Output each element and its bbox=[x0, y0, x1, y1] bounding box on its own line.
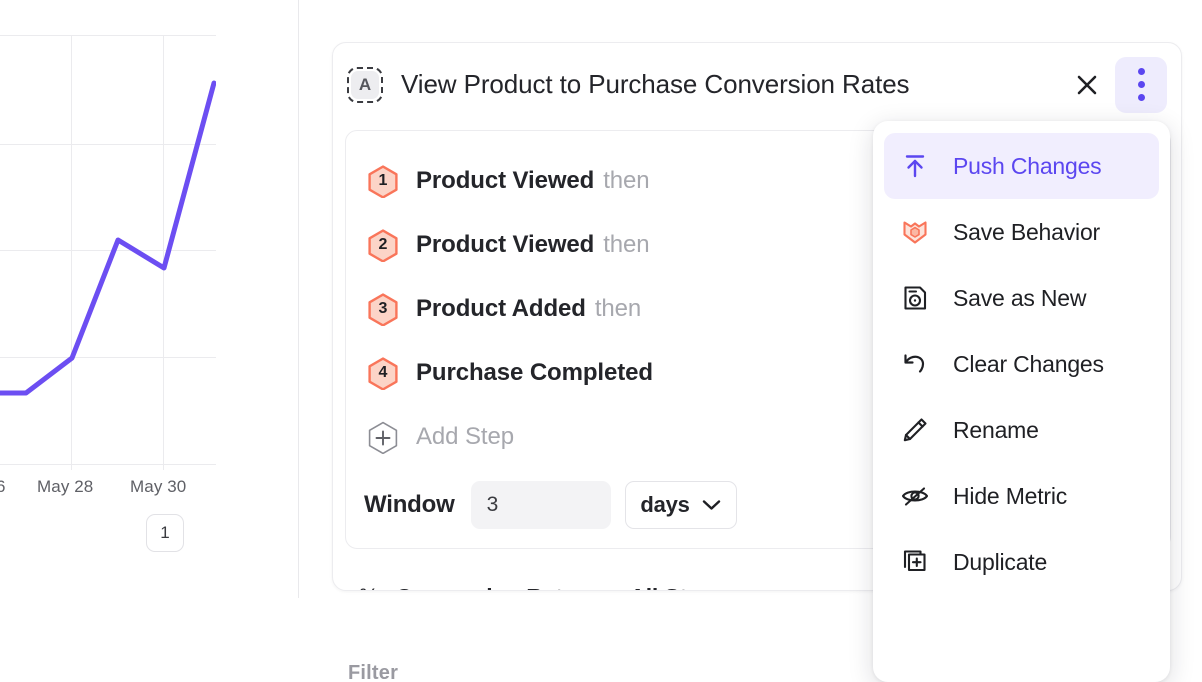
x-tick-label: May 28 bbox=[37, 477, 94, 496]
card-footer: % Conversion Rate All Steps bbox=[333, 567, 1181, 591]
menu-item-label: Clear Changes bbox=[953, 350, 1104, 377]
plus-hexagon-icon bbox=[368, 421, 398, 454]
undo-arrow-icon bbox=[898, 347, 932, 381]
chart-axis-ticks bbox=[71, 35, 164, 470]
shield-save-icon bbox=[898, 215, 932, 249]
kebab-dropdown-menu: Push Changes Save Behavior bbox=[873, 121, 1170, 682]
chart-svg bbox=[0, 35, 216, 470]
metric-scope-label: All Steps bbox=[629, 584, 726, 591]
eye-off-icon bbox=[898, 479, 932, 513]
step-label: Product Viewed bbox=[416, 231, 595, 258]
menu-item-save-behavior[interactable]: Save Behavior bbox=[884, 199, 1159, 265]
chevron-down-icon bbox=[702, 500, 720, 510]
step-number: 3 bbox=[378, 300, 388, 317]
menu-item-rename[interactable]: Rename bbox=[884, 397, 1159, 463]
menu-item-label: Push Changes bbox=[953, 152, 1102, 179]
page-number-badge[interactable]: 1 bbox=[146, 514, 184, 552]
step-number-hexagon-icon: 3 bbox=[368, 292, 398, 326]
step-number-hexagon-icon: 1 bbox=[368, 164, 398, 198]
funnel-step-row[interactable]: 1 Product Viewed then bbox=[346, 149, 1170, 213]
chart-x-axis: 6 May 28 May 30 bbox=[0, 477, 298, 507]
menu-item-duplicate[interactable]: Duplicate bbox=[884, 529, 1159, 595]
line-chart bbox=[0, 0, 216, 470]
save-as-new-icon bbox=[898, 281, 932, 315]
card-header: A View Product to Purchase Conversion Ra… bbox=[333, 43, 1181, 126]
kebab-dot-icon bbox=[1137, 81, 1145, 88]
metric-type-select[interactable]: Conversion Rate bbox=[396, 584, 608, 591]
menu-item-clear-changes[interactable]: Clear Changes bbox=[884, 331, 1159, 397]
step-number: 1 bbox=[378, 172, 388, 189]
step-number-hexagon-icon: 2 bbox=[368, 228, 398, 262]
menu-item-hide-metric[interactable]: Hide Metric bbox=[884, 463, 1159, 529]
x-tick-label: May 30 bbox=[130, 477, 187, 496]
duplicate-icon bbox=[898, 545, 932, 579]
chart-gridlines bbox=[0, 35, 216, 465]
filter-section-label: Filter bbox=[348, 662, 399, 682]
step-connector: then bbox=[603, 167, 650, 194]
close-icon bbox=[1077, 75, 1097, 94]
window-value-input[interactable] bbox=[470, 481, 611, 529]
step-connector: then bbox=[594, 295, 642, 322]
metric-scope-select[interactable]: All Steps bbox=[629, 584, 758, 591]
step-label: Purchase Completed bbox=[416, 359, 653, 386]
menu-item-label: Save Behavior bbox=[953, 218, 1100, 245]
menu-item-label: Save as New bbox=[953, 284, 1087, 311]
funnel-step-row[interactable]: 3 Product Added then bbox=[346, 277, 1170, 341]
step-number: 4 bbox=[378, 364, 388, 381]
menu-item-label: Rename bbox=[953, 416, 1039, 443]
funnel-step-row[interactable]: 2 Product Viewed then bbox=[346, 213, 1170, 277]
metric-letter-badge-text: A bbox=[351, 70, 379, 99]
menu-item-save-as-new[interactable]: Save as New bbox=[884, 265, 1159, 331]
pencil-icon bbox=[898, 413, 932, 447]
add-step-label: Add Step bbox=[416, 423, 514, 450]
kebab-dot-icon bbox=[1137, 94, 1145, 101]
funnel-step-row[interactable]: 4 Purchase Completed bbox=[346, 341, 1170, 405]
chart-series-line bbox=[0, 80, 216, 396]
step-connector: then bbox=[603, 231, 650, 258]
chart-panel: 6 May 28 May 30 1 bbox=[0, 0, 299, 598]
step-label: Product Added bbox=[416, 295, 586, 322]
window-unit-label: days bbox=[640, 492, 690, 517]
menu-item-label: Duplicate bbox=[953, 548, 1048, 575]
step-number-hexagon-icon: 4 bbox=[368, 356, 398, 390]
kebab-dot-icon bbox=[1137, 68, 1145, 75]
close-button[interactable] bbox=[1067, 65, 1107, 105]
add-step-button[interactable]: Add Step bbox=[346, 405, 1170, 469]
page-title: View Product to Purchase Conversion Rate… bbox=[401, 69, 910, 99]
window-unit-select[interactable]: days bbox=[624, 481, 737, 529]
metric-letter-badge[interactable]: A bbox=[347, 66, 383, 103]
conversion-window-row: Window days bbox=[346, 481, 1170, 529]
kebab-menu-button[interactable] bbox=[1115, 56, 1167, 113]
step-number: 2 bbox=[378, 236, 388, 253]
metric-type-label: Conversion Rate bbox=[396, 584, 576, 591]
step-label: Product Viewed bbox=[416, 167, 595, 194]
percent-icon: % bbox=[359, 584, 379, 590]
x-tick-label: 6 bbox=[0, 477, 6, 497]
upload-arrow-icon bbox=[898, 149, 932, 183]
window-label: Window bbox=[364, 491, 455, 518]
menu-item-push-changes[interactable]: Push Changes bbox=[884, 133, 1159, 199]
menu-item-label: Hide Metric bbox=[953, 482, 1068, 509]
